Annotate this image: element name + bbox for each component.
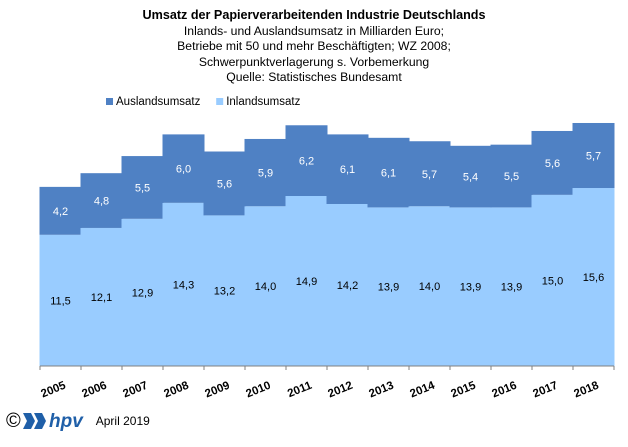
- legend-swatch-inlandsumsatz: [216, 98, 224, 105]
- bar-inlandsumsatz-2012: [326, 203, 369, 366]
- bar-inlandsumsatz-2006: [80, 227, 123, 366]
- data-label-inlandsumsatz-2010: 14,0: [255, 281, 276, 293]
- bar-auslandsumsatz-2012: [326, 134, 369, 204]
- x-tick-label-2014: 2014: [408, 379, 437, 400]
- legend-label-inlandsumsatz: Inlandsumsatz: [226, 96, 300, 108]
- hpv-logo-icon: hpv: [22, 411, 84, 432]
- data-label-inlandsumsatz-2014: 14,0: [419, 281, 440, 293]
- data-label-inlandsumsatz-2005: 11,5: [50, 295, 71, 307]
- bar-auslandsumsatz-2007: [121, 156, 164, 219]
- bar-auslandsumsatz-2014: [408, 141, 451, 207]
- bar-auslandsumsatz-2008: [162, 134, 205, 203]
- data-label-inlandsumsatz-2015: 13,9: [460, 282, 481, 294]
- chart-subtitle-line-4: Quelle: Statistisches Bundesamt: [226, 70, 402, 85]
- data-label-auslandsumsatz-2008: 6,0: [176, 164, 191, 176]
- x-tick-label-2006: 2006: [80, 380, 108, 401]
- bar-inlandsumsatz-2007: [121, 218, 164, 366]
- footer: © hpv April 2019: [6, 403, 150, 439]
- data-label-inlandsumsatz-2006: 12,1: [91, 292, 112, 304]
- x-tick-label-2008: 2008: [162, 379, 191, 400]
- data-label-inlandsumsatz-2016: 13,9: [501, 282, 522, 294]
- x-tick-label-2010: 2010: [244, 380, 272, 401]
- bar-inlandsumsatz-2014: [408, 206, 451, 366]
- chart-subtitle-line-2: Betriebe mit 50 und mehr Beschäftigten; …: [177, 39, 451, 54]
- data-label-auslandsumsatz-2016: 5,5: [504, 171, 519, 183]
- x-tick-label-2015: 2015: [449, 379, 478, 400]
- bar-inlandsumsatz-2009: [203, 215, 246, 366]
- bar-auslandsumsatz-2018: [572, 122, 615, 189]
- bar-inlandsumsatz-2018: [572, 188, 615, 366]
- bar-auslandsumsatz-2015: [449, 145, 492, 208]
- chart-subtitle-line-1: Inlands- und Auslandsumsatz in Milliarde…: [183, 23, 445, 38]
- copyright-symbol: ©: [6, 410, 21, 432]
- x-tick-label-2005: 2005: [39, 379, 68, 400]
- x-tick-label-2018: 2018: [572, 379, 601, 400]
- stacked-bar-chart: 11,5 4,2 2005 12,1 4,8 2006 12,9 5,5 2007 14,3 6,0…: [39, 96, 615, 401]
- data-label-auslandsumsatz-2007: 5,5: [135, 182, 150, 194]
- data-label-inlandsumsatz-2012: 14,2: [337, 280, 358, 292]
- data-label-auslandsumsatz-2005: 4,2: [53, 206, 68, 218]
- data-label-auslandsumsatz-2006: 4,8: [94, 196, 109, 208]
- x-tick-label-2007: 2007: [121, 380, 149, 401]
- chart-title-block: Umsatz der Papierverarbeitenden Industri…: [0, 8, 628, 86]
- data-label-auslandsumsatz-2010: 5,9: [258, 168, 273, 180]
- data-label-auslandsumsatz-2009: 5,6: [217, 178, 232, 190]
- data-label-auslandsumsatz-2013: 6,1: [381, 168, 396, 180]
- hpv-logo-text: hpv: [49, 411, 84, 432]
- data-label-auslandsumsatz-2011: 6,2: [299, 156, 314, 168]
- bar-auslandsumsatz-2009: [203, 151, 246, 216]
- bar-inlandsumsatz-2015: [449, 207, 492, 366]
- x-tick-label-2009: 2009: [203, 380, 231, 401]
- bar-inlandsumsatz-2010: [244, 206, 287, 366]
- data-label-inlandsumsatz-2013: 13,9: [378, 282, 399, 294]
- data-label-auslandsumsatz-2015: 5,4: [463, 172, 478, 184]
- bar-auslandsumsatz-2011: [285, 125, 328, 197]
- data-label-auslandsumsatz-2017: 5,6: [545, 158, 560, 170]
- data-label-inlandsumsatz-2018: 15,6: [583, 272, 604, 284]
- bar-auslandsumsatz-2006: [80, 173, 123, 228]
- data-label-auslandsumsatz-2012: 6,1: [340, 164, 355, 176]
- data-label-auslandsumsatz-2014: 5,7: [422, 169, 437, 181]
- x-tick-label-2017: 2017: [531, 380, 559, 401]
- data-label-inlandsumsatz-2009: 13,2: [214, 286, 235, 298]
- bar-inlandsumsatz-2016: [490, 207, 533, 366]
- bar-auslandsumsatz-2017: [531, 130, 574, 195]
- data-label-inlandsumsatz-2007: 12,9: [132, 287, 153, 299]
- chart-subtitle-line-3: Schwerpunktverlagerung s. Vorbemerkung: [198, 54, 430, 69]
- bar-inlandsumsatz-2011: [285, 196, 328, 366]
- legend-label-auslandsumsatz: Auslandsumsatz: [116, 96, 201, 108]
- legend-swatch-auslandsumsatz: [106, 98, 113, 105]
- bar-auslandsumsatz-2010: [244, 138, 287, 207]
- bar-auslandsumsatz-2005: [39, 186, 82, 235]
- data-label-inlandsumsatz-2011: 14,9: [296, 276, 317, 288]
- data-label-inlandsumsatz-2008: 14,3: [173, 279, 194, 291]
- bar-inlandsumsatz-2017: [531, 194, 574, 366]
- x-tick-label-2016: 2016: [490, 380, 518, 401]
- hpv-logo: hpv: [22, 408, 86, 434]
- bar-auslandsumsatz-2016: [490, 144, 533, 208]
- data-label-auslandsumsatz-2018: 5,7: [586, 151, 601, 163]
- x-tick-label-2011: 2011: [286, 379, 314, 400]
- chart-title: Umsatz der Papierverarbeitenden Industri…: [142, 8, 486, 22]
- x-tick-label-2012: 2012: [326, 380, 354, 401]
- data-label-inlandsumsatz-2017: 15,0: [542, 275, 563, 287]
- x-tick-label-2013: 2013: [367, 380, 395, 401]
- bar-inlandsumsatz-2008: [162, 202, 205, 366]
- footer-date: April 2019: [95, 414, 150, 428]
- bar-inlandsumsatz-2005: [39, 234, 82, 366]
- bar-inlandsumsatz-2013: [367, 207, 410, 366]
- bar-auslandsumsatz-2013: [367, 137, 410, 208]
